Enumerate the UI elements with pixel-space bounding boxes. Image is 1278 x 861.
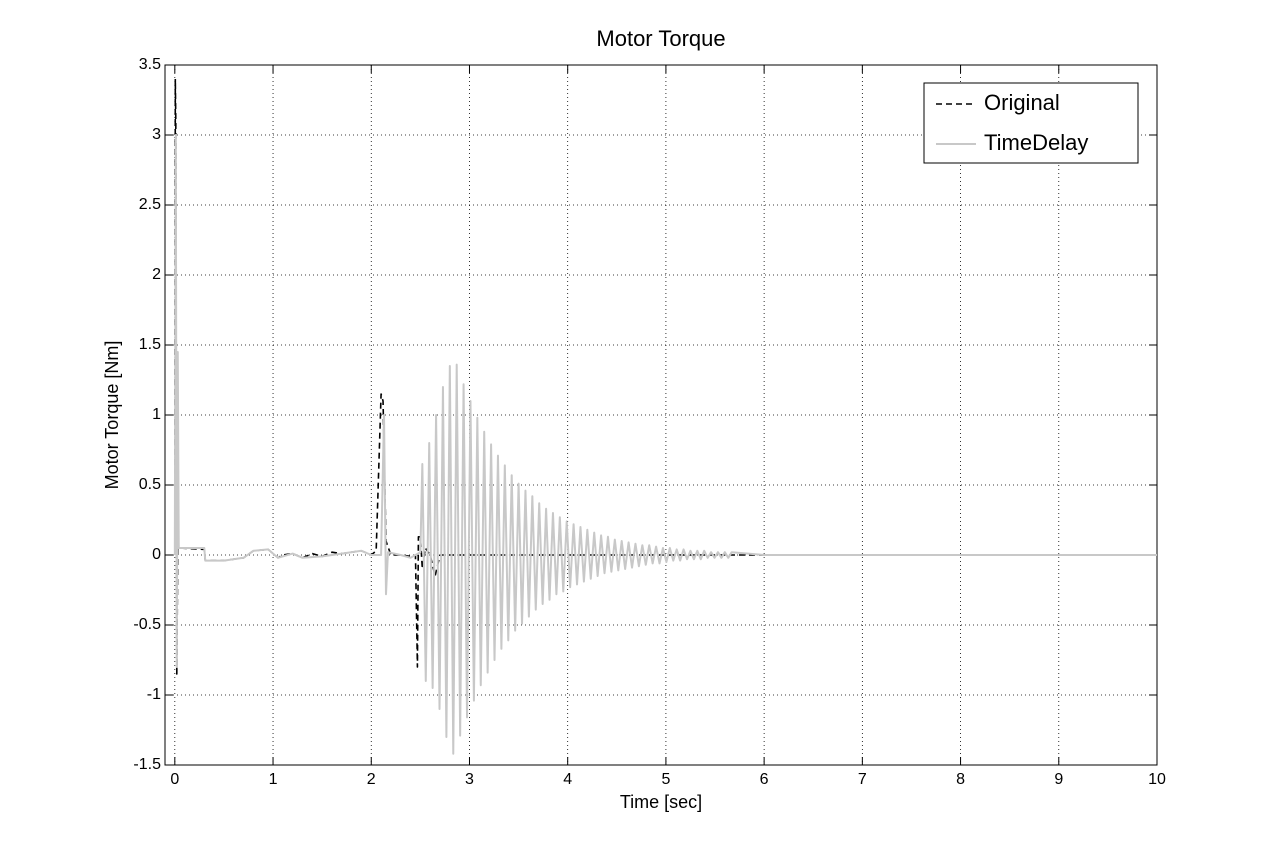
x-axis-label: Time [sec]: [620, 792, 702, 812]
y-tick-label: 1.5: [139, 336, 161, 353]
x-tick-label: 9: [1054, 771, 1063, 788]
x-tick-label: 5: [661, 771, 670, 788]
y-tick-label: 3.5: [139, 56, 161, 73]
x-tick-label: 7: [858, 771, 867, 788]
y-axis-label: Motor Torque [Nm]: [102, 341, 122, 490]
x-tick-label: 1: [269, 771, 278, 788]
y-tick-label: 3: [152, 126, 161, 143]
x-tick-label: 3: [465, 771, 474, 788]
data-line: [173, 134, 1157, 755]
x-tick-label: 2: [367, 771, 376, 788]
legend-label: TimeDelay: [984, 130, 1088, 155]
y-tick-label: 0.5: [139, 476, 161, 493]
x-tick-label: 10: [1148, 771, 1166, 788]
x-tick-label: 8: [956, 771, 965, 788]
x-tick-label: 4: [563, 771, 572, 788]
y-tick-label: -1.5: [133, 756, 161, 773]
chart-title: Motor Torque: [596, 26, 725, 51]
y-tick-label: 1: [152, 406, 161, 423]
y-tick-label: 2: [152, 266, 161, 283]
y-tick-label: -1: [147, 686, 161, 703]
x-tick-label: 0: [170, 771, 179, 788]
y-tick-label: 2.5: [139, 196, 161, 213]
y-tick-label: 0: [152, 546, 161, 563]
y-tick-label: -0.5: [133, 616, 161, 633]
plot-frame: [164, 64, 1158, 766]
legend-box: [923, 82, 1139, 164]
x-tick-label: 6: [760, 771, 769, 788]
legend-label: Original: [984, 90, 1060, 115]
